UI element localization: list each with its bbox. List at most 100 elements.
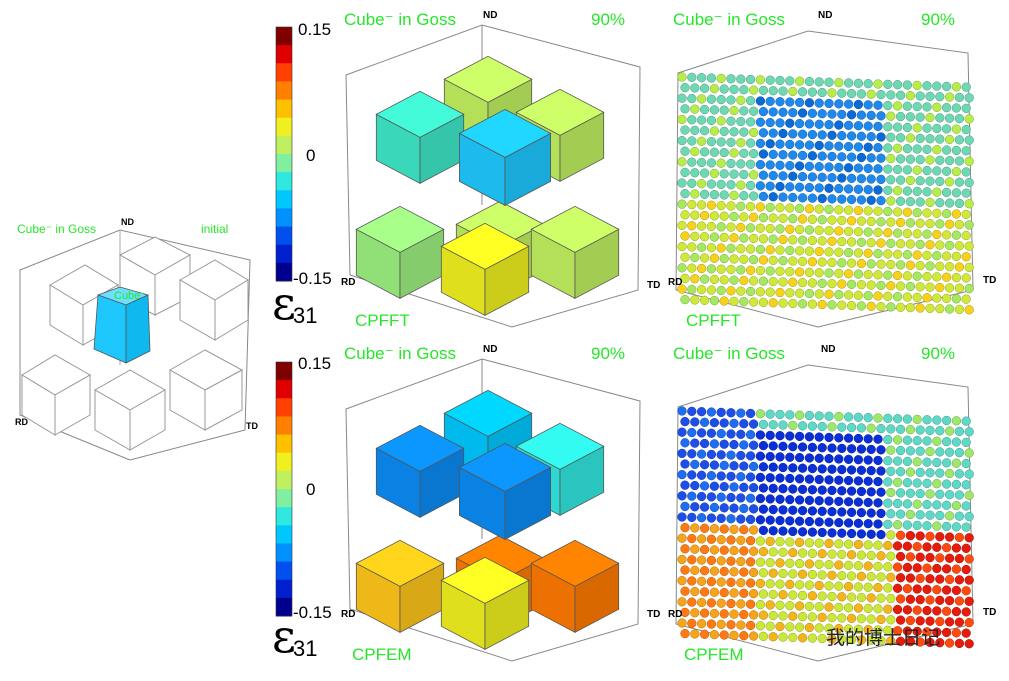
mesh-node (902, 250, 913, 260)
mesh-node (954, 92, 965, 103)
mesh-node (768, 276, 778, 287)
mesh-node (765, 160, 775, 170)
mesh-node (690, 565, 700, 576)
mesh-node (886, 593, 896, 604)
mesh-node (788, 108, 798, 118)
mesh-node (680, 607, 690, 618)
mesh-node (846, 216, 857, 226)
mesh-node (729, 482, 739, 492)
mesh-node (886, 509, 896, 519)
mesh-node (837, 194, 847, 204)
mesh-node (856, 131, 867, 141)
mesh-node (680, 565, 690, 575)
mesh-node (915, 425, 925, 435)
mesh-node (677, 533, 687, 543)
mesh-node (873, 206, 883, 216)
axis-td: TD (983, 275, 997, 286)
mesh-node (932, 500, 942, 510)
mesh-node (726, 158, 736, 169)
mesh-node (843, 412, 854, 422)
mesh-node (846, 258, 857, 268)
mesh-node (961, 103, 971, 113)
mesh-node (758, 462, 769, 472)
mesh-node (680, 294, 690, 305)
colorbar-segment (276, 181, 292, 191)
mesh-node (905, 154, 916, 164)
mesh-node (706, 534, 717, 544)
mesh-node (944, 638, 955, 648)
mesh-node (961, 586, 971, 596)
mesh-node (677, 618, 687, 628)
mesh-node (778, 128, 788, 139)
mesh-node (677, 427, 687, 437)
colorbar-segment (276, 561, 292, 572)
mesh-node (719, 105, 729, 115)
mesh-node (736, 493, 746, 503)
mesh-node (954, 135, 965, 145)
mesh-node (951, 437, 962, 447)
mesh-node (944, 574, 955, 585)
mesh-node (726, 620, 736, 630)
colorbar-segment (276, 525, 292, 535)
mesh-node (755, 621, 766, 631)
mesh-node (814, 162, 824, 172)
mesh-node (716, 158, 726, 168)
mesh-node (765, 96, 775, 106)
mesh-node (736, 599, 746, 609)
mesh-node (680, 273, 690, 284)
mesh-node (726, 429, 736, 439)
mesh-node (932, 436, 942, 446)
mesh-node (794, 118, 805, 129)
mesh-node (794, 76, 805, 86)
mesh-node (935, 176, 945, 187)
mesh-node (863, 625, 873, 635)
mesh-node (912, 292, 922, 303)
mesh-node (739, 275, 749, 286)
mesh-node (804, 495, 815, 506)
mesh-node (817, 278, 827, 288)
mesh-node (843, 603, 854, 613)
mesh-node (837, 258, 847, 268)
mesh-node (807, 548, 818, 559)
mesh-node (905, 467, 916, 477)
mesh-node (853, 518, 864, 528)
mesh-node (964, 241, 974, 251)
mesh-node (739, 169, 749, 180)
mesh-node (827, 215, 837, 225)
mesh-node (755, 472, 766, 483)
mesh-node (964, 93, 974, 103)
watermark-text: 我的博士日记 (826, 627, 941, 649)
mesh-node (699, 295, 710, 305)
mesh-node (739, 609, 749, 620)
mesh-node (807, 569, 818, 580)
mesh-node (883, 625, 893, 636)
mesh-node (863, 540, 873, 550)
mesh-node (706, 598, 717, 608)
mesh-node (788, 129, 798, 139)
mesh-node (853, 163, 864, 173)
mesh-node (856, 280, 867, 290)
mesh-node (912, 250, 922, 260)
mesh-node (944, 468, 955, 479)
mesh-node (696, 73, 707, 83)
mesh-node (883, 185, 893, 196)
mesh-node (687, 449, 697, 459)
mesh-node (768, 420, 778, 430)
mesh-node (807, 278, 818, 288)
mesh-node (755, 430, 766, 440)
mesh-node (932, 606, 942, 616)
mesh-node (941, 458, 952, 468)
cpfft-mesh-diagram (675, 30, 974, 328)
axis-td: TD (647, 280, 661, 291)
mesh-node (797, 235, 808, 245)
mesh-node (876, 466, 886, 476)
mesh-node (834, 433, 844, 443)
mesh-node (677, 469, 687, 480)
grain-cube (355, 539, 445, 633)
mesh-node (736, 556, 746, 567)
mesh-node (827, 173, 837, 183)
mesh-node (843, 78, 854, 88)
initial-title: Cube⁻ in Goss (17, 222, 97, 236)
mesh-node (922, 165, 932, 176)
mesh-node (729, 503, 739, 513)
